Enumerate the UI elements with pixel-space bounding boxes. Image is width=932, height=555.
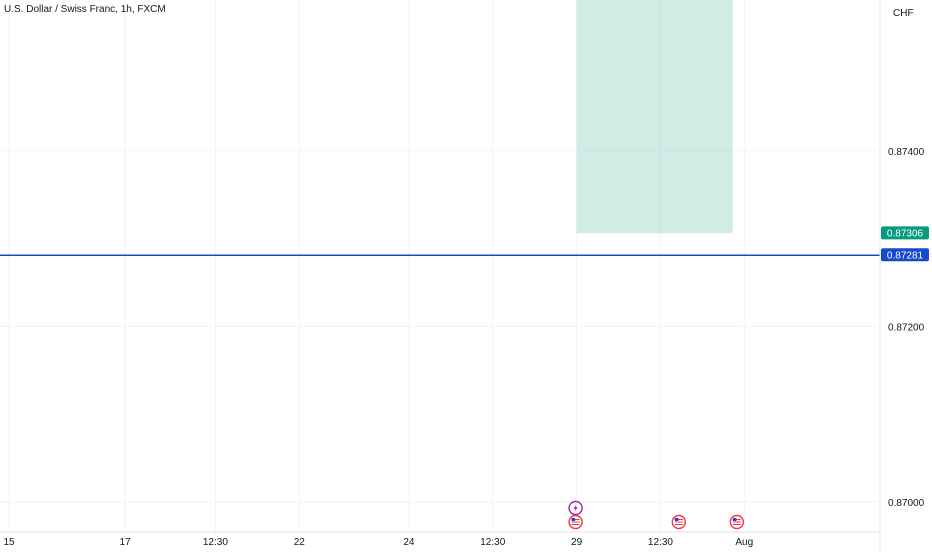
time-tick-label: 15	[3, 537, 15, 548]
lower-level-price-label: 0.87281	[881, 248, 929, 261]
lower-level-price-label-text: 0.87281	[887, 250, 924, 261]
us-flag-icon-canton	[674, 518, 679, 521]
symbol-title: U.S. Dollar / Swiss Franc, 1h, FXCM	[4, 4, 166, 15]
target-price-label-text: 0.87306	[887, 228, 924, 239]
flash-event-icon[interactable]	[568, 500, 583, 516]
price-tick-label: 0.87400	[888, 147, 925, 158]
time-tick-label: 24	[403, 537, 415, 548]
us-flag-icon-canton	[732, 518, 737, 521]
time-tick-label: 12:30	[480, 537, 505, 548]
take-profit-zone[interactable]	[576, 0, 733, 234]
time-tick-label: 29	[571, 537, 583, 548]
price-tick-label: 0.87200	[888, 322, 925, 333]
time-tick-label: 12:30	[203, 537, 228, 548]
us-flag-icon[interactable]	[568, 514, 583, 530]
price-axis[interactable]: CHF 0.896000.894000.892000.890000.888000…	[879, 0, 932, 550]
us-flag-icon-canton	[571, 518, 576, 521]
horizontal-levels[interactable]	[0, 0, 880, 257]
lower-level-price-label-background	[881, 248, 929, 262]
target-price-label-background	[881, 226, 929, 240]
time-tick-label: 12:30	[648, 537, 673, 548]
us-flag-icon[interactable]	[729, 514, 745, 530]
target-price-label: 0.87306	[881, 226, 929, 240]
time-tick-label: Aug	[735, 537, 753, 548]
flash-event-icon-bolt	[573, 504, 578, 512]
position-tool[interactable]	[576, 0, 733, 234]
currency-label: CHF	[893, 8, 914, 19]
price-tick-label: 0.87000	[888, 498, 925, 509]
price-labels: 0.888130.884600.8834350:050.883070.87306…	[881, 226, 929, 261]
time-tick-label: 17	[120, 537, 132, 548]
time-tick-label: 22	[294, 537, 306, 548]
time-axis[interactable]: 15 17 12:30 22 24 12:30 29 12:30 Aug	[0, 531, 880, 548]
grid	[0, 0, 880, 532]
us-flag-icon[interactable]	[671, 514, 686, 530]
economic-events[interactable]	[568, 500, 745, 530]
price-axis-background	[880, 0, 932, 550]
